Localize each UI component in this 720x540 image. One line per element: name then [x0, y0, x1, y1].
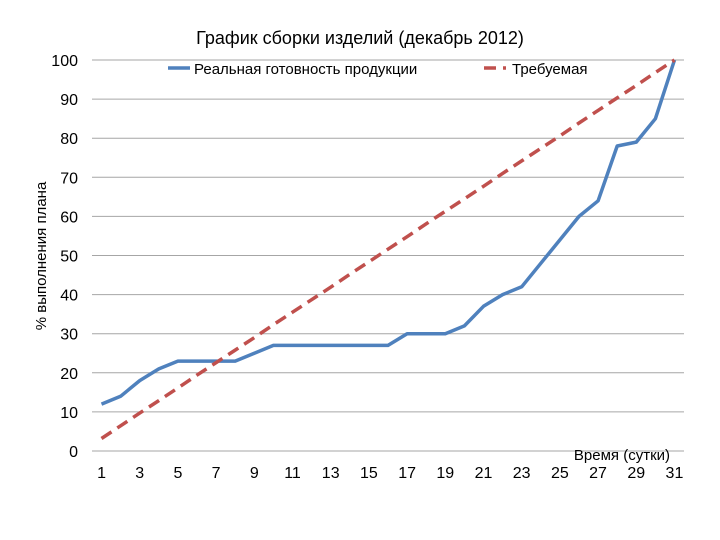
x-tick-label: 3	[135, 465, 144, 482]
legend: Реальная готовность продукции Требуемая	[168, 61, 588, 78]
y-axis-label: % выполнения плана	[33, 181, 50, 330]
x-tick-label: 11	[284, 465, 301, 482]
x-tick-label: 27	[589, 465, 607, 482]
y-tick-label: 80	[60, 131, 78, 148]
x-tick-label: 1	[97, 465, 106, 482]
y-tick-label: 0	[69, 444, 78, 461]
x-axis-label: Время (сутки)	[574, 447, 670, 464]
y-tick-label: 10	[60, 405, 78, 422]
legend-label-1: Реальная готовность продукции	[194, 61, 417, 78]
y-tick-label: 90	[60, 92, 78, 109]
x-tick-label: 15	[360, 465, 378, 482]
x-tick-label: 13	[322, 465, 340, 482]
x-tick-label: 19	[436, 465, 454, 482]
x-tick-label: 5	[173, 465, 182, 482]
series-line-2	[100, 58, 676, 440]
y-tick-label: 20	[60, 366, 78, 383]
y-tick-label: 100	[51, 53, 78, 70]
x-tick-label: 31	[666, 465, 684, 482]
x-axis-ticks: 1 3 5 7 9 11 13 15 17 19 21 23 25 27 29 31	[97, 465, 683, 482]
y-tick-label: 30	[60, 327, 78, 344]
y-tick-label: 50	[60, 249, 78, 266]
x-tick-label: 9	[250, 465, 259, 482]
series	[100, 58, 677, 440]
y-axis-ticks: 0 10 20 30 40 50 60 70 80 90 100	[51, 53, 78, 461]
series-line-1	[100, 59, 677, 406]
x-tick-label: 7	[212, 465, 221, 482]
legend-label-2: Требуемая	[512, 61, 588, 78]
y-tick-label: 40	[60, 288, 78, 305]
x-tick-label: 17	[398, 465, 416, 482]
y-tick-label: 60	[60, 209, 78, 226]
x-tick-label: 23	[513, 465, 531, 482]
gridlines	[92, 59, 684, 452]
x-tick-label: 21	[475, 465, 493, 482]
x-tick-label: 29	[627, 465, 645, 482]
y-tick-label: 70	[60, 170, 78, 187]
x-tick-label: 25	[551, 465, 569, 482]
chart-title: График сборки изделий (декабрь 2012)	[196, 28, 524, 48]
